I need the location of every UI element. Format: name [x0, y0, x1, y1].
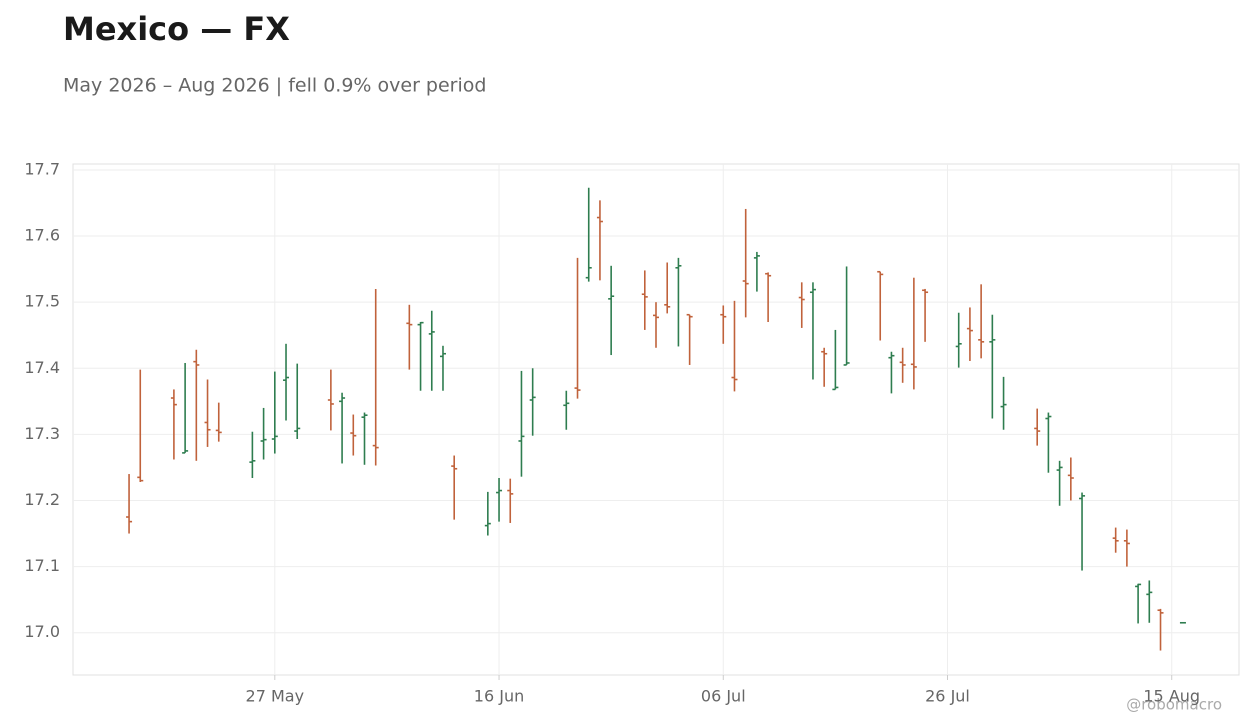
y-tick-label: 17.6: [24, 226, 60, 245]
y-tick-label: 17.0: [24, 622, 60, 641]
plot-area: [72, 163, 1240, 676]
y-tick-label: 17.7: [24, 159, 60, 178]
chart-subtitle: May 2026 – Aug 2026 | fell 0.9% over per…: [63, 75, 486, 97]
y-tick-label: 17.5: [24, 292, 60, 311]
x-tick-label: 16 Jun: [474, 687, 524, 706]
x-tick-label: 06 Jul: [701, 687, 746, 706]
watermark: @robomacro: [1126, 696, 1222, 714]
y-tick-label: 17.1: [24, 556, 60, 575]
y-tick-label: 17.2: [24, 490, 60, 509]
y-tick-label: 17.4: [24, 358, 60, 377]
y-tick-label: 17.3: [24, 424, 60, 443]
x-tick-label: 15 Aug: [1143, 687, 1200, 706]
x-tick-label: 26 Jul: [925, 687, 970, 706]
chart-title: Mexico — FX: [63, 10, 290, 48]
x-tick-label: 27 May: [246, 687, 305, 706]
